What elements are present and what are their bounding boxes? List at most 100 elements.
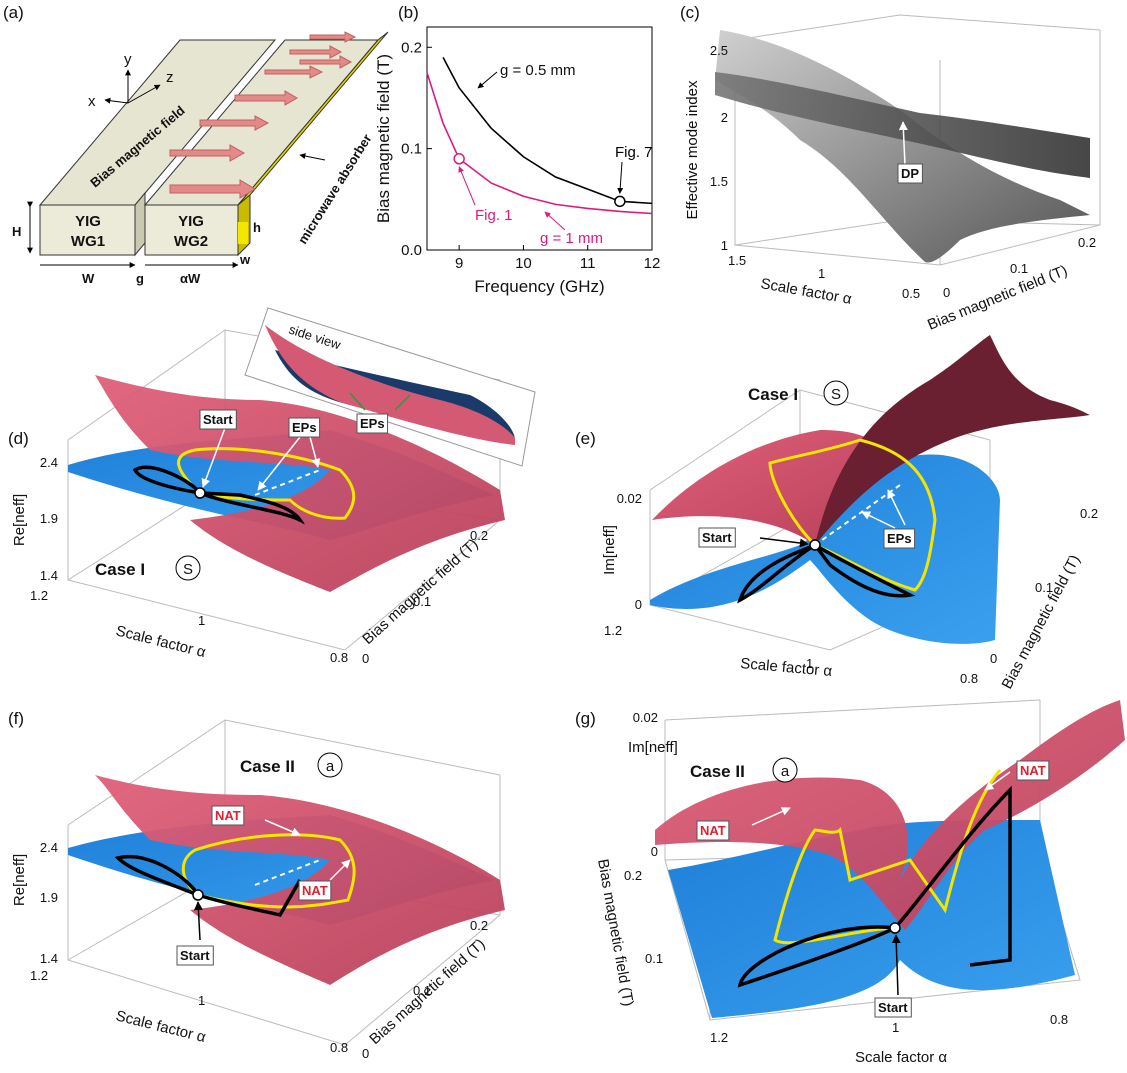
tick-label: 2 (721, 110, 728, 125)
wg1-front (39, 204, 136, 256)
panel-label: (g) (575, 709, 596, 728)
x-tick-label: 11 (580, 255, 596, 272)
tick-label: 0.1 (413, 594, 431, 609)
axis-label: Re[neff] (11, 494, 28, 546)
wg-label: WG2 (174, 233, 208, 250)
pointer (299, 153, 326, 161)
axis-name: x (88, 93, 96, 110)
pointer (394, 394, 411, 411)
pointer (458, 166, 476, 206)
series-line (426, 72, 653, 215)
callout: Start (878, 1000, 908, 1015)
arrow (234, 90, 298, 106)
wg-label: YIG (75, 213, 101, 230)
pointer (984, 771, 1011, 791)
pointer (329, 859, 351, 881)
surface-dark (815, 335, 1090, 545)
absorber-label: microwave absorber (295, 131, 375, 246)
case-label: Case I (748, 385, 798, 404)
y-tick-label: 0.0 (401, 242, 422, 259)
tick-label: 0.2 (470, 918, 488, 933)
case-label: Case II (240, 757, 295, 776)
axis-label: Re[neff] (11, 854, 28, 906)
case-symbol-label: a (326, 758, 335, 775)
panel-f: (f) Case II a Re[neff] 2.4 1.9 1.4 NAT N… (8, 709, 505, 1061)
callout-box (874, 997, 912, 1018)
tick-label: 0.8 (330, 1040, 348, 1055)
case-symbol-label: S (183, 561, 193, 578)
pointer (193, 901, 203, 941)
pointer (759, 537, 809, 548)
loop-black (737, 785, 1012, 988)
axis (127, 84, 161, 104)
case-symbol-label: S (831, 386, 841, 403)
tick-label: 0.02 (633, 710, 658, 725)
loop-yellow (768, 438, 937, 592)
callout-nat: NAT (215, 808, 241, 823)
tick-label: 1.4 (40, 951, 58, 966)
pointer (257, 436, 301, 491)
callout-box (176, 945, 214, 966)
panel-a: (a) x y z Bias magnetic field microwave … (3, 3, 389, 286)
callout: Start (702, 530, 732, 545)
panel-label: (d) (8, 429, 29, 448)
pointer (751, 807, 791, 826)
axis-name: y (124, 51, 132, 68)
tick-label: 0.1 (645, 951, 663, 966)
tick-label: 1.2 (604, 623, 622, 638)
arrow (309, 31, 357, 43)
y-tick-label: 0.1 (401, 141, 422, 158)
tick-label: 1 (198, 613, 205, 628)
pointer (898, 121, 908, 166)
tick-label: 0.1 (1035, 580, 1053, 595)
surface-blue (668, 820, 1075, 1018)
tick-label: 1 (806, 656, 813, 671)
start-point (192, 889, 204, 901)
panel-label: (f) (8, 709, 24, 728)
y-tick-label: 0.2 (401, 39, 422, 56)
x-tick-label: 9 (455, 255, 463, 272)
marker (614, 195, 626, 208)
pointer (861, 511, 896, 529)
nat-line (254, 859, 321, 886)
axis-name: z (166, 69, 174, 86)
pointer (349, 392, 366, 411)
tick-label: 0.1 (1010, 261, 1028, 276)
callout-nat: NAT (700, 823, 726, 838)
tick-label: 2.4 (40, 840, 58, 855)
tick-label: 0.8 (1050, 1012, 1068, 1027)
axis-label: Scale factor α (740, 655, 834, 680)
arrow (199, 115, 270, 131)
callout-box (298, 880, 332, 901)
y-axis-label: Bias magnetic field (T) (374, 54, 393, 223)
start-point (809, 539, 821, 551)
panel-e: (e) Case I S Im[neff] 0.02 0 Start EPs 1… (575, 335, 1098, 692)
callout: EPs (360, 416, 385, 431)
case-symbol (772, 757, 798, 783)
callout-box (211, 805, 245, 826)
callout-box (1016, 760, 1050, 781)
arrow (289, 45, 343, 59)
plot-frame (426, 26, 653, 251)
tick-label: 0 (362, 1046, 369, 1061)
callout-box (696, 820, 730, 841)
panel-label: (c) (680, 3, 700, 22)
x-tick-label: 12 (644, 255, 661, 272)
box (734, 14, 1101, 266)
axis-label: Scale factor α (759, 275, 853, 308)
pointer (617, 161, 624, 194)
axis-label: Bias magnetic field (T) (999, 552, 1084, 692)
marker (453, 153, 465, 165)
ep-line (254, 469, 321, 496)
arrow (169, 179, 256, 199)
series-label: g = 1 mm (540, 230, 603, 247)
pointer (264, 819, 301, 836)
series-label: g = 0.5 mm (500, 62, 575, 79)
callout-nat: NAT (302, 883, 328, 898)
marker-label: Fig. 1 (475, 207, 513, 224)
tick-label: 0 (990, 651, 997, 666)
panel-label: (b) (398, 3, 419, 22)
wg-label: WG1 (71, 233, 105, 250)
tick-label: 1.2 (30, 588, 48, 603)
surface-pink (95, 375, 505, 592)
